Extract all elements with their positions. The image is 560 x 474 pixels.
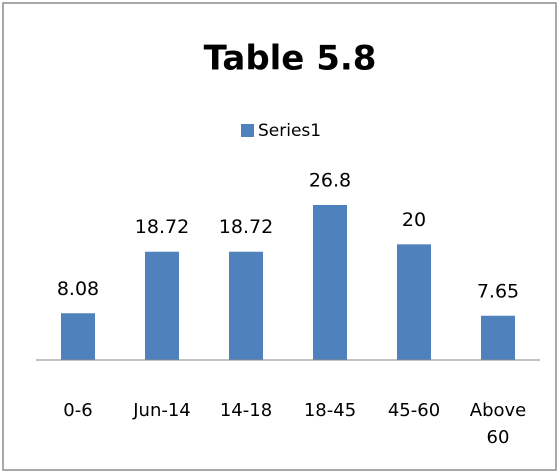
data-label: 18.72 <box>135 216 189 238</box>
bar <box>145 251 179 360</box>
legend-label: Series1 <box>258 121 321 141</box>
x-tick-label: Above 60 <box>470 400 526 448</box>
x-tick-label: 18-45 <box>304 400 356 421</box>
x-tick-label: 0-6 <box>63 400 92 421</box>
bar <box>481 315 515 360</box>
bar <box>397 244 431 360</box>
x-tick-label: 14-18 <box>220 400 272 421</box>
chart-title: Table 5.8 <box>204 39 377 79</box>
bar <box>313 205 347 360</box>
data-label: 8.08 <box>57 278 99 300</box>
data-label: 26.8 <box>309 170 351 192</box>
data-label: 7.65 <box>477 280 519 302</box>
legend-swatch <box>241 124 254 137</box>
data-label: 18.72 <box>219 216 273 238</box>
bar <box>61 313 95 360</box>
data-label: 20 <box>402 209 426 231</box>
x-tick-label: 45-60 <box>388 400 440 421</box>
x-tick-label: Jun-14 <box>132 400 191 421</box>
bar <box>229 251 263 360</box>
